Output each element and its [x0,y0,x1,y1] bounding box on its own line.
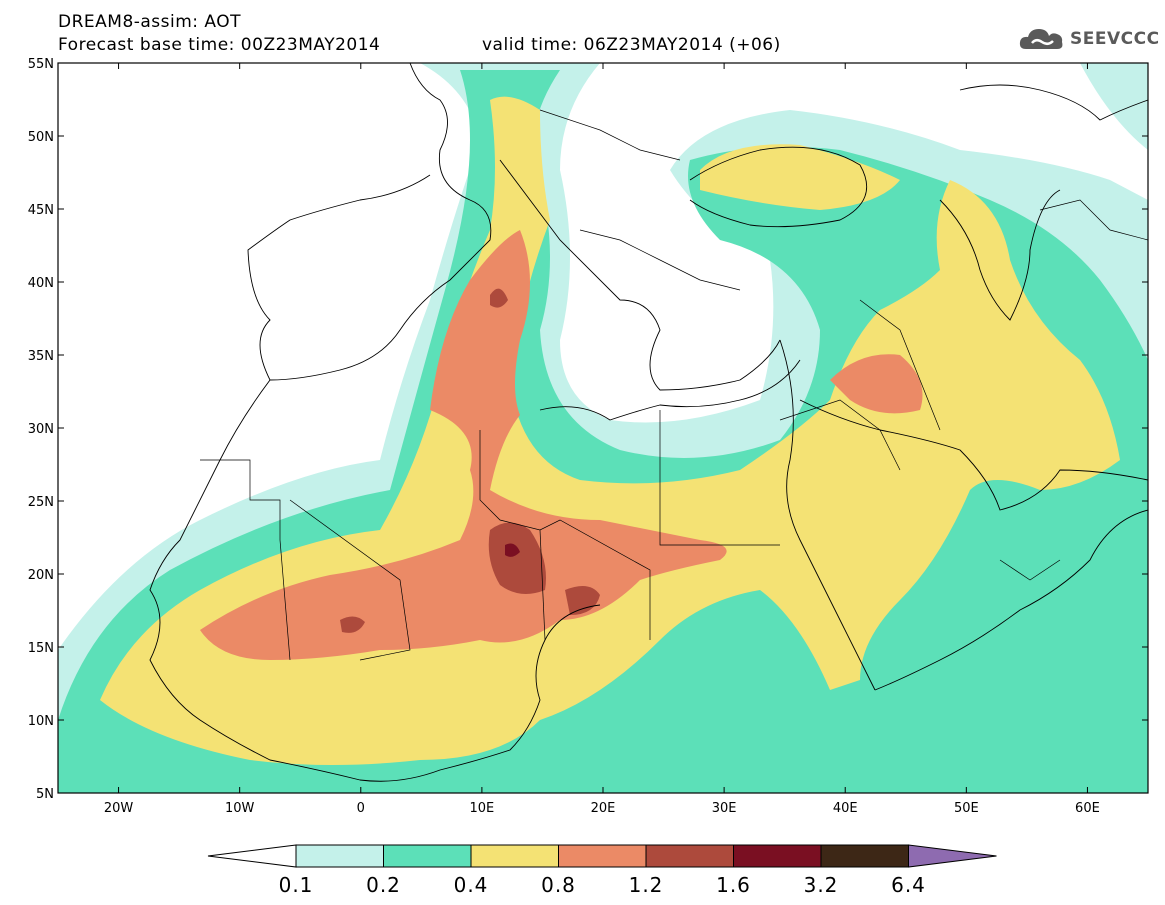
lon-tick-label: 10W [225,801,255,816]
colorbar-bin [820,844,909,868]
lat-tick-label: 30N [28,422,54,437]
colorbar-under-arrow [207,844,297,868]
colorbar-over-arrow [908,844,997,868]
lon-tick-label: 40E [833,801,858,816]
colorbar-label: 0.1 [279,873,314,897]
lon-axis: 20W 10W 0 10E 20E 30E 40E 50E 60E [104,63,1100,816]
colorbar-bin [295,844,384,868]
lat-tick-label: 10N [28,714,54,729]
forecast-base-time: Forecast base time: 00Z23MAY2014 [58,35,381,55]
lon-tick-label: 60E [1075,801,1100,816]
aot-band-1-2 [340,288,600,633]
colorbar-label: 0.8 [541,873,576,897]
lon-tick-label: 20E [591,801,616,816]
lon-tick-label: 30E [712,801,737,816]
lat-tick-label: 35N [28,349,54,364]
lat-tick-label: 40N [28,276,54,291]
aot-band-0-8 [200,230,923,660]
valid-time: valid time: 06Z23MAY2014 (+06) [482,35,781,55]
lon-tick-label: 20W [104,801,134,816]
lon-tick-label: 10E [470,801,495,816]
colorbar-label: 3.2 [804,873,839,897]
colorbar-bin [558,844,647,868]
lon-tick-label: 50E [954,801,979,816]
colorbar-bin [645,844,734,868]
aot-contours [58,63,1148,793]
aot-band-1-6 [505,543,520,557]
map-plot-area: 55N 50N 45N 40N 35N 30N 25N 20N 15N 10N 5N 20W 10W 0… [28,57,1149,816]
coastlines [149,63,1148,782]
colorbar-bin [470,844,559,868]
cloud-icon [1019,29,1063,49]
colorbar: 0.1 0.2 0.4 0.8 1.2 1.6 3.2 6.4 [207,844,997,897]
colorbar-label: 0.4 [454,873,489,897]
colorbar-bin [383,844,472,868]
country-borders [200,109,1148,661]
colorbar-label: 1.2 [629,873,664,897]
lat-tick-label: 45N [28,203,54,218]
colorbar-label: 6.4 [891,873,926,897]
lat-tick-label: 55N [28,57,54,72]
lat-axis: 55N 50N 45N 40N 35N 30N 25N 20N 15N 10N 5N [28,57,1148,802]
lat-tick-label: 5N [36,787,54,802]
lon-tick-label: 0 [357,801,365,816]
seevccc-logo: SEEVCCC [1018,24,1160,54]
colorbar-bin [733,844,822,868]
colorbar-label: 1.6 [716,873,751,897]
lat-tick-label: 15N [28,641,54,656]
logo-text: SEEVCCC [1070,29,1160,49]
lat-tick-label: 25N [28,495,54,510]
colorbar-label: 0.2 [366,873,401,897]
map-title: DREAM8-assim: AOT [58,12,242,32]
lat-tick-label: 50N [28,130,54,145]
lat-tick-label: 20N [28,568,54,583]
